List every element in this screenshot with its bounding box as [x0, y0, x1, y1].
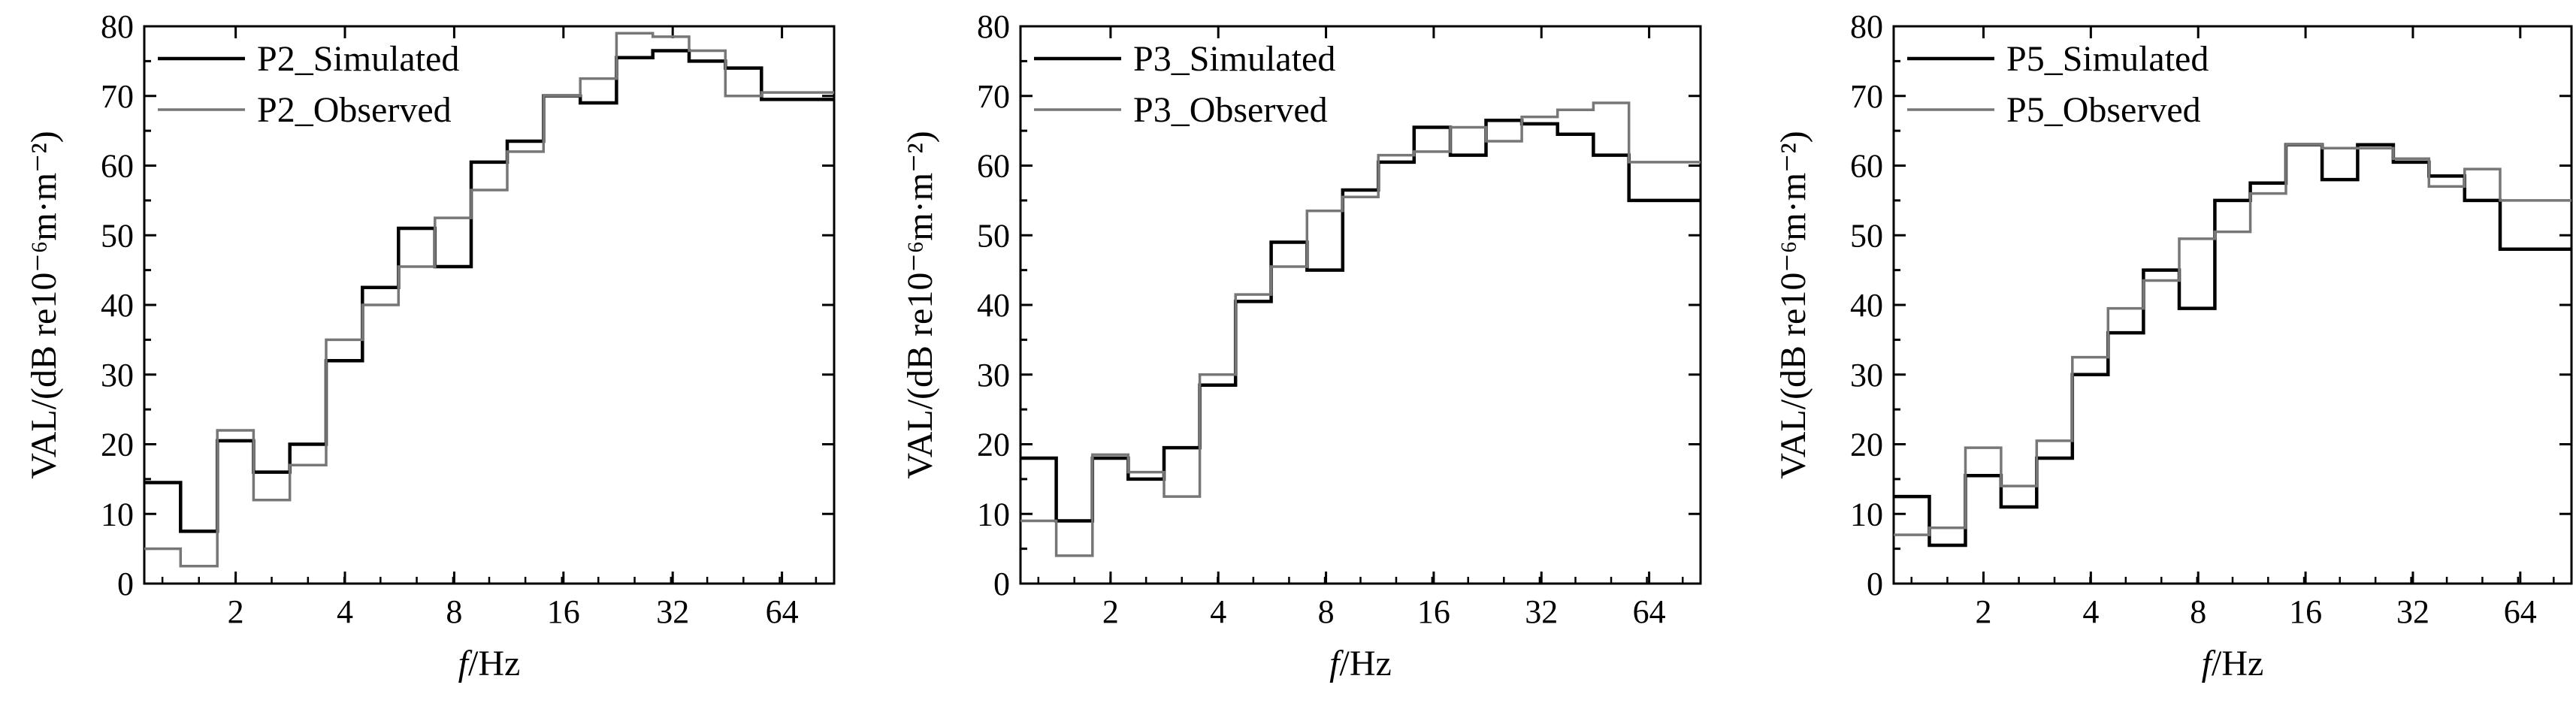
series-line-p3-simulated	[1020, 118, 1701, 523]
plot-frame	[1892, 25, 2573, 585]
y-tick-label: 0	[1867, 566, 1883, 602]
x-tick-label: 2	[1102, 593, 1119, 630]
y-tick-label: 30	[977, 357, 1010, 394]
y-tick-label: 60	[101, 148, 134, 185]
y-tick-label: 20	[1850, 427, 1883, 463]
x-tick-label: 32	[2396, 593, 2429, 630]
y-tick-label: 60	[1850, 148, 1883, 185]
x-tick-label: 2	[1976, 593, 1992, 630]
series-line-p5-observed	[1894, 143, 2571, 536]
y-tick-label: 70	[977, 78, 1010, 115]
x-tick-label: 4	[1210, 593, 1226, 630]
y-tick-label: 20	[977, 427, 1010, 463]
series-line-p2-observed	[144, 32, 834, 568]
y-tick-label: 60	[977, 148, 1010, 185]
y-axis-label: VAL/(dB re10⁻⁶m·m⁻²)	[900, 131, 940, 479]
y-tick-label: 30	[101, 357, 134, 394]
y-tick-label: 10	[977, 496, 1010, 532]
x-axis-label: f/Hz	[2202, 644, 2264, 683]
x-tick-label: 2	[228, 593, 244, 630]
x-tick-label: 4	[337, 593, 353, 630]
y-tick-label: 70	[101, 78, 134, 115]
x-tick-label: 8	[1318, 593, 1335, 630]
legend-label: P3_Simulated	[1133, 39, 1335, 79]
y-tick-label: 80	[977, 8, 1010, 45]
x-tick-label: 4	[2082, 593, 2099, 630]
plot-frame	[143, 25, 836, 585]
chart-panel-2: 0 10 20 30 40 50 60 70 80 2 4 8 16 32 64 P3_Simulated P3…	[900, 8, 1702, 683]
x-tick-label: 64	[766, 593, 799, 630]
y-tick-label: 50	[977, 217, 1010, 254]
series-line-p3-observed	[1020, 101, 1701, 557]
y-tick-label: 50	[101, 217, 134, 254]
x-tick-label: 64	[2504, 593, 2537, 630]
x-tick-label: 16	[547, 593, 580, 630]
y-tick-label: 0	[117, 566, 134, 602]
legend-label: P3_Observed	[1133, 90, 1328, 130]
y-tick-label: 30	[1850, 357, 1883, 394]
y-tick-label: 40	[977, 287, 1010, 324]
series-line-p2-simulated	[144, 49, 834, 533]
y-tick-label: 10	[1850, 496, 1883, 532]
y-tick-label: 80	[101, 8, 134, 45]
legend-label: P5_Simulated	[2006, 39, 2209, 79]
x-tick-label: 16	[2289, 593, 2322, 630]
x-tick-label: 16	[1417, 593, 1450, 630]
y-tick-label: 50	[1850, 217, 1883, 254]
x-tick-label: 64	[1633, 593, 1666, 630]
y-tick-label: 80	[1850, 8, 1883, 45]
y-tick-label: 0	[993, 566, 1010, 602]
y-tick-label: 40	[101, 287, 134, 324]
legend-label: P2_Observed	[257, 90, 452, 130]
legend-label: P5_Observed	[2006, 90, 2201, 130]
y-tick-label: 40	[1850, 287, 1883, 324]
chart-panel-3: 0 10 20 30 40 50 60 70 80 2 4 8 16 32 64 P5_Simulated P5…	[1773, 8, 2573, 683]
x-tick-label: 8	[446, 593, 462, 630]
x-tick-label: 8	[2190, 593, 2206, 630]
y-axis-label: VAL/(dB re10⁻⁶m·m⁻²)	[1773, 131, 1813, 479]
plot-frame	[1019, 25, 1702, 585]
chart-panel-1: 0 10 20 30 40 50 60 70 80 2 4 8 16 32 64 P2_Simulated P2…	[24, 8, 836, 683]
y-axis-label: VAL/(dB re10⁻⁶m·m⁻²)	[24, 131, 64, 479]
y-tick-label: 20	[101, 427, 134, 463]
legend-label: P2_Simulated	[257, 39, 459, 79]
x-tick-label: 32	[656, 593, 689, 630]
y-tick-label: 70	[1850, 78, 1883, 115]
x-axis-label: f/Hz	[1329, 644, 1392, 683]
series-line-p5-simulated	[1894, 143, 2571, 548]
x-axis-label: f/Hz	[458, 644, 521, 683]
x-tick-label: 32	[1525, 593, 1558, 630]
y-tick-label: 10	[101, 496, 134, 532]
